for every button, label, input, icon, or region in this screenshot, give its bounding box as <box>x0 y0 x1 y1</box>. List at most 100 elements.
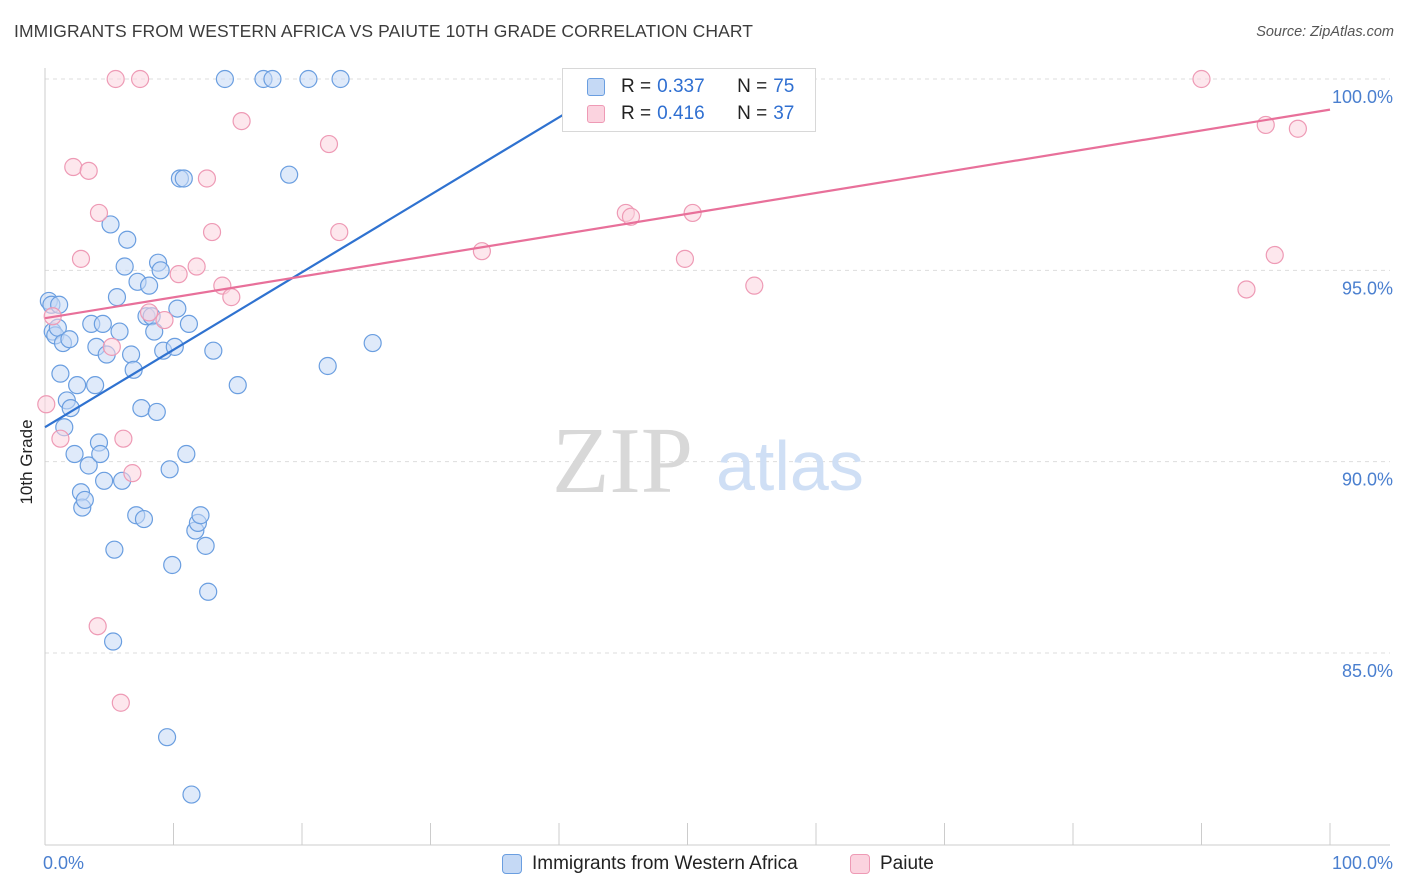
data-point-paiute <box>197 169 217 188</box>
legend-n-label: N = <box>737 103 768 124</box>
data-point-western-africa <box>157 728 177 747</box>
data-point-paiute <box>1192 69 1211 89</box>
data-point-paiute <box>1288 119 1307 138</box>
data-point-western-africa <box>147 402 166 422</box>
data-point-western-africa <box>151 261 170 280</box>
y-tick-label: 95.0% <box>1342 278 1393 298</box>
data-point-paiute <box>37 395 56 414</box>
data-point-paiute <box>130 69 150 89</box>
y-tick-label: 90.0% <box>1342 470 1393 490</box>
data-point-western-africa <box>191 506 210 525</box>
data-point-western-africa <box>331 69 350 89</box>
data-point-paiute <box>745 276 764 295</box>
data-point-paiute <box>319 134 339 154</box>
data-point-paiute <box>51 429 70 448</box>
data-point-paiute <box>139 303 159 322</box>
legend-r-value: 0.416 <box>657 103 705 124</box>
data-point-western-africa <box>75 490 94 510</box>
data-point-western-africa <box>177 444 196 464</box>
data-point-western-africa <box>363 333 382 353</box>
data-point-western-africa <box>182 785 201 804</box>
data-point-western-africa <box>60 330 79 349</box>
data-point-paiute <box>71 249 91 268</box>
watermark: ZIP atlas <box>552 409 864 513</box>
data-point-western-africa <box>299 69 318 89</box>
y-axis-label: 10th Grade <box>17 419 36 504</box>
legend-r-value: 0.337 <box>657 76 705 97</box>
data-point-western-africa <box>228 376 247 395</box>
data-point-paiute <box>232 111 251 131</box>
bottom-legend-western-africa: Immigrants from Western Africa <box>502 851 798 877</box>
data-point-paiute <box>187 257 206 276</box>
x-tick-label: 100.0% <box>1332 853 1393 873</box>
legend-swatch-pink <box>587 105 605 123</box>
correlation-legend: R = 0.337 N = 75 R = 0.416 N = 37 <box>562 68 816 132</box>
data-point-western-africa <box>215 69 234 89</box>
source-credit: Source: ZipAtlas.com <box>1256 24 1394 40</box>
y-tick-label: 100.0% <box>1332 87 1393 107</box>
axes <box>44 68 1390 846</box>
bottom-legend-paiute: Paiute <box>850 851 934 877</box>
data-point-western-africa <box>139 276 159 295</box>
data-point-paiute <box>114 429 133 448</box>
data-point-paiute <box>111 693 130 712</box>
data-point-western-africa <box>145 322 164 341</box>
trendlines <box>44 108 1331 429</box>
data-point-paiute <box>330 222 349 242</box>
data-point-western-africa <box>318 356 337 376</box>
legend-n-value: 75 <box>773 76 795 97</box>
data-point-paiute <box>89 203 109 223</box>
data-point-paiute <box>222 288 241 307</box>
watermark-zip: ZIP <box>552 409 693 513</box>
data-point-western-africa <box>118 230 137 249</box>
data-point-paiute <box>64 157 83 177</box>
data-point-western-africa <box>110 322 129 341</box>
data-point-western-africa <box>196 536 215 555</box>
data-point-western-africa <box>61 398 80 418</box>
watermark-atlas: atlas <box>716 427 864 505</box>
data-point-western-africa <box>93 314 112 334</box>
legend-r-label: R = <box>621 103 652 124</box>
x-tick-label: 0.0% <box>43 853 84 873</box>
data-point-paiute <box>1237 280 1256 299</box>
data-point-western-africa <box>68 376 87 395</box>
data-point-western-africa <box>95 471 114 490</box>
bottom-legend-swatch-blue <box>502 854 522 874</box>
data-point-paiute <box>202 222 222 242</box>
legend-n-label: N = <box>737 76 768 97</box>
data-point-western-africa <box>51 364 70 383</box>
data-point-western-africa <box>163 555 182 575</box>
bottom-legend-label: Immigrants from Western Africa <box>532 853 798 874</box>
data-point-paiute <box>106 69 125 89</box>
data-point-paiute <box>621 207 641 226</box>
data-point-western-africa <box>107 288 127 307</box>
data-point-western-africa <box>263 69 282 89</box>
data-point-paiute <box>79 161 98 180</box>
data-point-western-africa <box>86 376 105 395</box>
data-point-western-africa <box>65 444 84 464</box>
data-point-western-africa <box>121 345 141 364</box>
data-point-paiute <box>155 310 174 330</box>
data-point-western-africa <box>174 169 193 188</box>
data-point-western-africa <box>204 341 223 360</box>
data-point-western-africa <box>101 215 120 234</box>
data-point-paiute <box>1265 245 1284 265</box>
y-tick-label: 85.0% <box>1342 661 1393 681</box>
legend-n-value: 37 <box>773 103 795 124</box>
legend-r-label: R = <box>621 76 652 97</box>
data-point-paiute <box>123 464 142 483</box>
bottom-legend-label: Paiute <box>880 853 934 874</box>
legend-swatch-blue <box>587 78 605 96</box>
data-point-western-africa <box>179 314 199 334</box>
grid-lines <box>45 78 1390 654</box>
series-paiute-points <box>37 69 1307 712</box>
data-point-western-africa <box>160 460 179 479</box>
data-point-western-africa <box>168 299 187 318</box>
data-point-western-africa <box>134 509 154 529</box>
legend-row-paiute: R = 0.416 N = 37 <box>587 101 794 127</box>
data-point-western-africa <box>199 582 218 601</box>
data-point-western-africa <box>115 257 134 276</box>
trendline-paiute <box>44 108 1331 320</box>
data-point-paiute <box>88 617 107 636</box>
